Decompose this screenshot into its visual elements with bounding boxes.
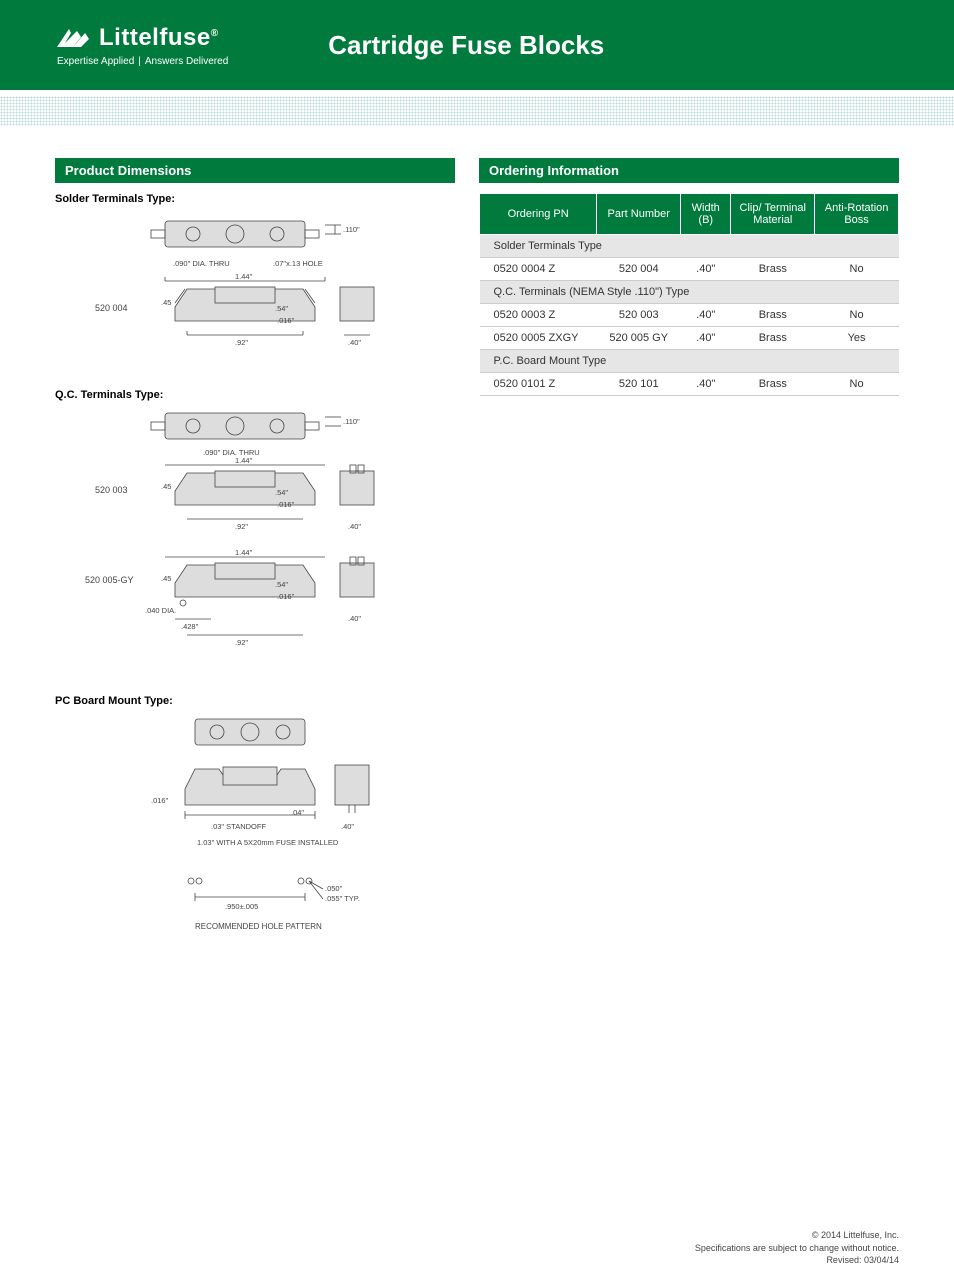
svg-text:.090" DIA. THRU: .090" DIA. THRU — [173, 259, 230, 268]
footer-copyright: © 2014 Littelfuse, Inc. — [0, 1229, 899, 1242]
svg-text:.016": .016" — [277, 592, 295, 601]
table-cell: 520 004 — [597, 258, 681, 281]
pcb-diagram: .016" .03" STANDOFF .04" 1.03" WITH A 5X… — [55, 713, 455, 943]
col-ordering-pn: Ordering PN — [480, 194, 597, 235]
table-row: 0520 0101 Z520 101.40"BrassNo — [480, 373, 899, 396]
qc-heading: Q.C. Terminals Type: — [55, 389, 455, 401]
pcb-heading: PC Board Mount Type: — [55, 695, 455, 707]
svg-text:.950±.005: .950±.005 — [225, 902, 258, 911]
svg-text:.54": .54" — [275, 488, 288, 497]
ordering-table: Ordering PN Part Number Width (B) Clip/ … — [479, 193, 899, 396]
svg-text:.055" TYP.: .055" TYP. — [325, 894, 360, 903]
svg-text:.92": .92" — [235, 522, 248, 531]
solder-heading: Solder Terminals Type: — [55, 193, 455, 205]
table-row: 0520 0004 Z520 004.40"BrassNo — [480, 258, 899, 281]
table-cell: .40" — [681, 258, 731, 281]
table-cell: .40" — [681, 373, 731, 396]
table-cell: 520 101 — [597, 373, 681, 396]
table-cell: 520 003 — [597, 304, 681, 327]
table-row: 0520 0005 ZXGY520 005 GY.40"BrassYes — [480, 327, 899, 350]
svg-text:.40": .40" — [348, 522, 361, 531]
svg-text:520 005-GY: 520 005-GY — [85, 575, 134, 585]
content-area: Product Dimensions Solder Terminals Type… — [0, 126, 954, 949]
col-arb: Anti-Rotation Boss — [815, 194, 899, 235]
svg-text:.54": .54" — [275, 304, 288, 313]
table-cell: Brass — [731, 258, 815, 281]
table-cell: Brass — [731, 373, 815, 396]
svg-text:.016": .016" — [277, 500, 295, 509]
table-cell: No — [815, 258, 899, 281]
svg-text:.45: .45 — [161, 482, 171, 491]
footer-revised: Revised: 03/04/14 — [0, 1254, 899, 1267]
svg-text:.45: .45 — [161, 298, 171, 307]
table-cell: No — [815, 304, 899, 327]
table-group-row: P.C. Board Mount Type — [480, 350, 899, 373]
table-cell: Brass — [731, 327, 815, 350]
table-cell: No — [815, 373, 899, 396]
table-header-row: Ordering PN Part Number Width (B) Clip/ … — [480, 194, 899, 235]
brand-tagline: Expertise Applied|Answers Delivered — [57, 56, 228, 67]
table-cell: 0520 0003 Z — [480, 304, 597, 327]
col-width: Width (B) — [681, 194, 731, 235]
svg-text:.40": .40" — [348, 338, 361, 347]
col-material: Clip/ Terminal Material — [731, 194, 815, 235]
svg-text:.07"x.13 HOLE: .07"x.13 HOLE — [273, 259, 323, 268]
svg-text:.45: .45 — [161, 574, 171, 583]
table-cell: Brass — [731, 304, 815, 327]
ordering-column: Ordering Information Ordering PN Part Nu… — [479, 158, 899, 949]
qc-diagram: .110" .090" DIA. THRU 520 003 1.44" .45 … — [55, 407, 455, 687]
page-header: Littelfuse® Expertise Applied|Answers De… — [0, 0, 954, 90]
svg-text:1.44": 1.44" — [235, 272, 253, 281]
brand-name: Littelfuse® — [99, 24, 219, 52]
svg-text:.54": .54" — [275, 580, 288, 589]
table-group-label: Solder Terminals Type — [480, 235, 899, 258]
dimensions-column: Product Dimensions Solder Terminals Type… — [55, 158, 455, 949]
solder-diagram: .110" .090" DIA. THRU .07"x.13 HOLE 520 … — [55, 211, 455, 381]
svg-text:.03" STANDOFF: .03" STANDOFF — [211, 822, 266, 831]
svg-text:.428": .428" — [181, 622, 199, 631]
page-footer: © 2014 Littelfuse, Inc. Specifications a… — [0, 1229, 954, 1287]
table-cell: .40" — [681, 327, 731, 350]
table-row: 0520 0003 Z520 003.40"BrassNo — [480, 304, 899, 327]
brand-logo-block: Littelfuse® Expertise Applied|Answers De… — [55, 24, 228, 67]
decorative-dot-band — [0, 96, 954, 126]
svg-text:.92": .92" — [235, 638, 248, 647]
svg-text:.016": .016" — [151, 796, 169, 805]
table-cell: 0520 0101 Z — [480, 373, 597, 396]
svg-text:1.44": 1.44" — [235, 548, 253, 557]
table-group-row: Q.C. Terminals (NEMA Style .110") Type — [480, 281, 899, 304]
table-cell: 520 005 GY — [597, 327, 681, 350]
svg-text:1.44": 1.44" — [235, 456, 253, 465]
svg-text:.110": .110" — [343, 417, 360, 426]
svg-text:520 004: 520 004 — [95, 303, 128, 313]
svg-text:.016": .016" — [277, 316, 295, 325]
svg-text:.40": .40" — [341, 822, 354, 831]
svg-text:.92": .92" — [235, 338, 248, 347]
svg-text:RECOMMENDED HOLE PATTERN: RECOMMENDED HOLE PATTERN — [195, 922, 322, 931]
littelfuse-logo-icon — [55, 25, 91, 51]
svg-text:.40": .40" — [348, 614, 361, 623]
footer-disclaimer: Specifications are subject to change wit… — [0, 1242, 899, 1255]
svg-text:.040 DIA.: .040 DIA. — [145, 606, 176, 615]
dimensions-section-title: Product Dimensions — [55, 158, 455, 183]
table-cell: Yes — [815, 327, 899, 350]
svg-text:.050": .050" — [325, 884, 343, 893]
col-part-number: Part Number — [597, 194, 681, 235]
svg-text:.110": .110" — [343, 225, 360, 234]
table-cell: .40" — [681, 304, 731, 327]
svg-text:.04": .04" — [291, 808, 304, 817]
table-group-label: P.C. Board Mount Type — [480, 350, 899, 373]
table-group-row: Solder Terminals Type — [480, 235, 899, 258]
table-cell: 0520 0005 ZXGY — [480, 327, 597, 350]
page-title: Cartridge Fuse Blocks — [328, 30, 604, 61]
table-group-label: Q.C. Terminals (NEMA Style .110") Type — [480, 281, 899, 304]
svg-text:1.03" WITH A 5X20mm FUSE INSTA: 1.03" WITH A 5X20mm FUSE INSTALLED — [197, 838, 339, 847]
table-cell: 0520 0004 Z — [480, 258, 597, 281]
ordering-section-title: Ordering Information — [479, 158, 899, 183]
svg-text:520 003: 520 003 — [95, 485, 128, 495]
